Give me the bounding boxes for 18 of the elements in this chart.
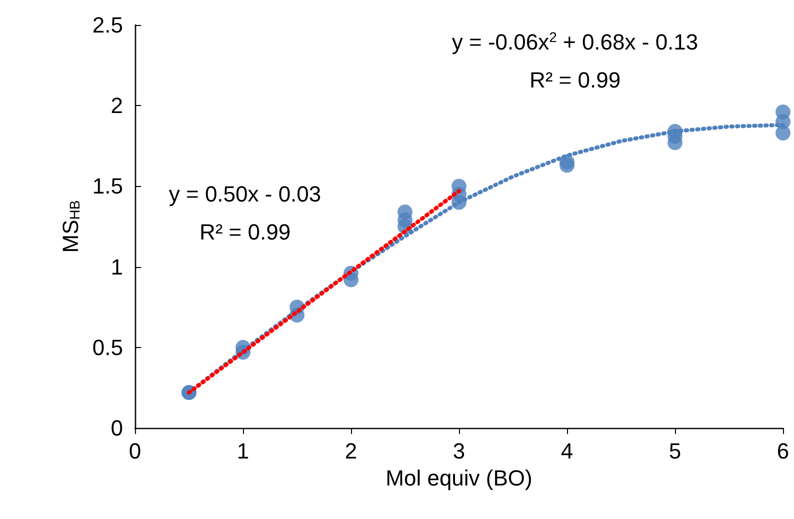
y-tick-label: 2	[110, 93, 123, 118]
y-tick-label: 0.5	[92, 334, 123, 360]
y-tick-label: 1.5	[92, 174, 123, 199]
x-tick-label: 5	[668, 438, 682, 464]
y-tick-label: 1	[110, 254, 123, 280]
annotation: R² = 0.99	[199, 220, 291, 244]
x-tick-label: 0	[128, 438, 142, 464]
x-tick-label: 3	[452, 438, 466, 464]
x-tick-label: 1	[236, 438, 250, 464]
annotation: y = 0.50x - 0.03	[168, 182, 322, 206]
x-tick-label: 6	[776, 438, 790, 464]
x-tick-label: 2	[344, 438, 358, 464]
annotation: R² = 0.99	[529, 68, 621, 92]
y-tick-label: 2.5	[92, 12, 123, 38]
x-axis-title: Mol equiv (BO)	[386, 465, 532, 490]
y-axis-title: MSHB	[58, 200, 84, 253]
x-tick-label: 4	[560, 438, 574, 464]
y-tick-label: 0	[110, 416, 123, 440]
